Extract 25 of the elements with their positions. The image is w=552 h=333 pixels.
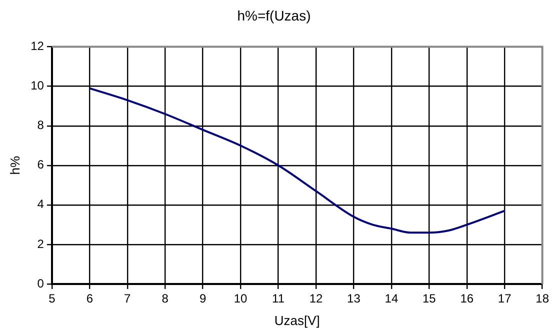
x-axis-title: Uzas[V] [274, 312, 320, 328]
x-tick-label: 6 [86, 292, 94, 306]
x-tick-label: 16 [460, 292, 474, 306]
x-tick-label: 9 [199, 292, 206, 306]
x-tick-label: 13 [347, 292, 361, 306]
y-tick-label: 10 [30, 78, 44, 93]
x-tick-label: 15 [422, 292, 436, 306]
y-tick-label: 2 [37, 236, 44, 251]
chart-title: h%=f(Uzas) [237, 7, 311, 24]
y-axis-title: h% [7, 156, 22, 175]
x-tick-label: 8 [162, 292, 169, 306]
x-tick-label: 7 [124, 292, 132, 306]
line-series [88, 87, 506, 234]
x-tick-label: 14 [384, 292, 398, 306]
x-tick-label: 11 [272, 292, 285, 306]
x-tick-label: 17 [498, 292, 512, 306]
y-tick-label: 4 [37, 197, 44, 212]
x-tick-label: 10 [234, 292, 248, 306]
x-tick-label: 18 [536, 292, 550, 306]
y-tick-label: 12 [30, 39, 44, 54]
y-tick-label: 6 [37, 158, 44, 172]
x-tick-label: 12 [309, 292, 323, 306]
x-tick-label: 5 [48, 292, 56, 306]
y-tick-label: 0 [37, 276, 44, 290]
y-tick-label: 8 [37, 118, 44, 132]
